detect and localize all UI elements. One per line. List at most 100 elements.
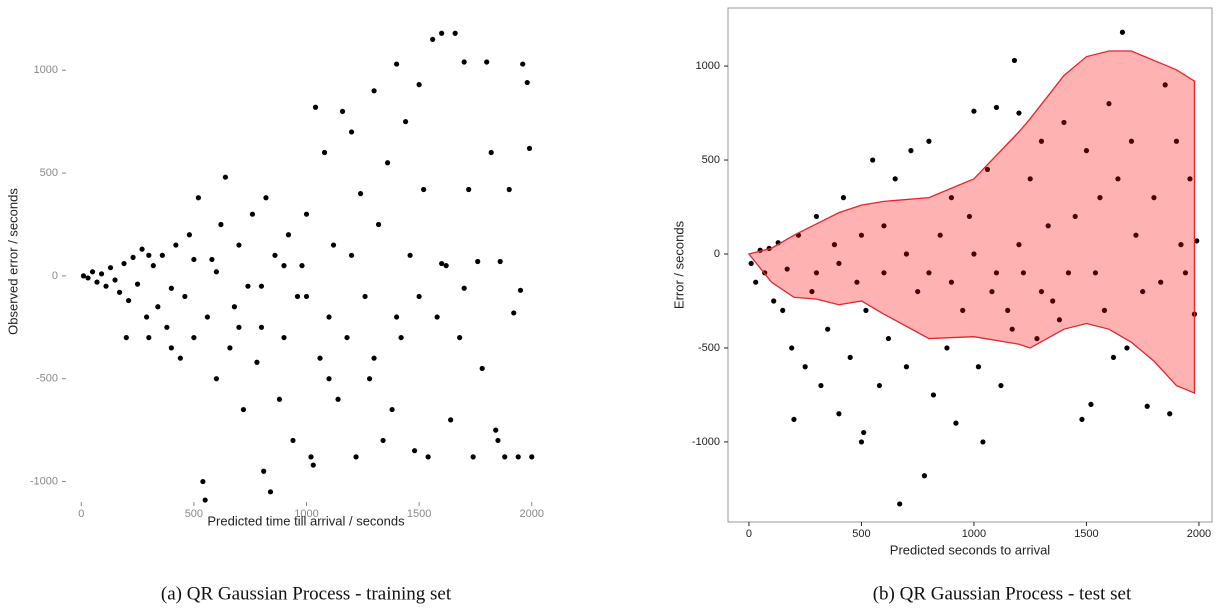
point bbox=[398, 334, 404, 341]
caption: (b) QR Gaussian Process - test set bbox=[873, 583, 1132, 604]
point bbox=[948, 195, 955, 201]
point bbox=[984, 166, 991, 173]
point bbox=[1061, 119, 1067, 126]
point bbox=[876, 382, 883, 389]
point bbox=[529, 454, 535, 460]
y-tick-label: 500 bbox=[702, 154, 720, 166]
point bbox=[1140, 288, 1146, 295]
point bbox=[94, 279, 100, 285]
y-tick-label: 0 bbox=[52, 270, 58, 282]
point bbox=[303, 211, 310, 217]
point bbox=[825, 326, 831, 332]
point bbox=[506, 186, 512, 193]
x-tick-label: 1000 bbox=[294, 508, 318, 520]
point bbox=[771, 298, 777, 304]
point bbox=[258, 283, 265, 289]
point bbox=[191, 334, 197, 341]
point bbox=[802, 364, 808, 370]
point bbox=[182, 293, 188, 300]
point bbox=[1079, 416, 1085, 422]
y-axis-title: Observed error / seconds bbox=[5, 188, 20, 335]
point bbox=[439, 30, 445, 36]
point bbox=[1020, 270, 1027, 276]
point bbox=[143, 314, 150, 320]
point bbox=[439, 260, 445, 267]
point bbox=[312, 104, 319, 110]
point bbox=[245, 283, 251, 289]
x-tick-label: 500 bbox=[852, 528, 870, 540]
x-tick-label: 2000 bbox=[519, 508, 543, 520]
point bbox=[881, 270, 887, 276]
point bbox=[980, 439, 986, 445]
point bbox=[1128, 138, 1135, 144]
point bbox=[290, 437, 296, 444]
point bbox=[1101, 307, 1108, 313]
point bbox=[150, 263, 156, 269]
point bbox=[840, 195, 847, 201]
point bbox=[495, 437, 501, 444]
point bbox=[457, 334, 463, 341]
point bbox=[103, 283, 109, 289]
point bbox=[1106, 101, 1112, 107]
point bbox=[249, 211, 256, 217]
point bbox=[202, 497, 208, 503]
x-tick-label: 2000 bbox=[1187, 528, 1211, 540]
point bbox=[159, 252, 165, 258]
point bbox=[479, 365, 485, 372]
point bbox=[780, 307, 786, 313]
point bbox=[116, 289, 123, 295]
y-tick-label: 500 bbox=[40, 167, 58, 179]
point bbox=[416, 82, 422, 88]
point bbox=[1110, 354, 1117, 360]
point bbox=[384, 160, 391, 166]
point bbox=[1119, 29, 1126, 35]
point bbox=[452, 30, 458, 36]
point bbox=[393, 61, 400, 67]
point bbox=[526, 145, 533, 151]
point bbox=[98, 271, 105, 277]
point bbox=[393, 314, 400, 320]
point bbox=[357, 191, 364, 197]
point bbox=[412, 448, 418, 454]
point bbox=[854, 279, 860, 285]
point bbox=[326, 376, 332, 382]
point bbox=[1088, 401, 1094, 407]
point bbox=[134, 281, 141, 287]
point bbox=[971, 251, 977, 257]
point bbox=[1115, 176, 1121, 182]
y-axis-title: Error / seconds bbox=[671, 220, 686, 309]
point bbox=[520, 61, 526, 67]
point bbox=[791, 416, 797, 422]
point bbox=[753, 279, 759, 285]
point bbox=[155, 304, 161, 310]
point bbox=[263, 195, 269, 201]
point bbox=[164, 324, 170, 330]
point bbox=[403, 119, 409, 125]
point bbox=[926, 138, 932, 144]
chart: -1000 -500 0 500 1000 0 500 1000 1500 2000 Predict… bbox=[671, 7, 1213, 604]
point bbox=[836, 411, 842, 417]
point bbox=[908, 148, 914, 154]
point bbox=[993, 104, 1000, 111]
point bbox=[809, 288, 815, 295]
point bbox=[1016, 242, 1022, 248]
point bbox=[1178, 242, 1184, 248]
point bbox=[303, 293, 310, 300]
point bbox=[493, 427, 499, 433]
point bbox=[1072, 213, 1078, 220]
point bbox=[897, 501, 903, 507]
point bbox=[344, 334, 350, 341]
point bbox=[461, 59, 467, 65]
point bbox=[1194, 238, 1200, 244]
point bbox=[1162, 82, 1168, 88]
y-tick-label: -500 bbox=[36, 373, 58, 385]
point bbox=[863, 307, 869, 313]
point bbox=[335, 396, 341, 402]
x-tick-label: 0 bbox=[78, 508, 84, 520]
point bbox=[1065, 270, 1072, 276]
point bbox=[1016, 110, 1022, 116]
point bbox=[267, 489, 274, 495]
point bbox=[348, 129, 355, 135]
point bbox=[231, 304, 238, 310]
point bbox=[1144, 403, 1150, 409]
